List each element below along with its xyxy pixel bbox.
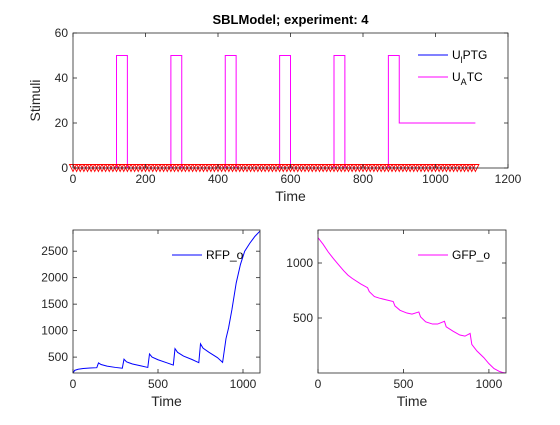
x-tick-label: 500 xyxy=(393,377,413,391)
y-tick-label: 500 xyxy=(48,350,68,364)
y-tick-label: 20 xyxy=(55,116,69,130)
y-tick-label: 1000 xyxy=(286,256,313,270)
plot-area xyxy=(73,230,260,373)
legend-label: UlPTG xyxy=(452,48,487,65)
x-tick-label: 0 xyxy=(70,377,77,391)
x-tick-label: 0 xyxy=(70,172,77,186)
axes-1: 0 200 400 600 800 1000 1200 0 20 40 60 SBLModel; ex… xyxy=(27,12,522,204)
series-line-rfp-o xyxy=(73,230,260,373)
x-tick-label: 1000 xyxy=(476,377,503,391)
plot-area xyxy=(318,237,506,373)
x-tick-label: 0 xyxy=(315,377,322,391)
x-tick-label: 1000 xyxy=(422,172,449,186)
legend: UlPTG UATC xyxy=(418,48,487,87)
y-tick-label: 500 xyxy=(293,311,313,325)
y-tick-label: 0 xyxy=(61,161,68,175)
legend-label: UATC xyxy=(452,70,483,87)
series-line-1-2 xyxy=(73,55,476,168)
chart-title: SBLModel; experiment: 4 xyxy=(212,12,369,27)
legend-label: GFP_o xyxy=(452,248,490,262)
x-tick-label: 500 xyxy=(148,377,168,391)
axes-box xyxy=(72,229,261,374)
y-tick-label: 2000 xyxy=(41,271,68,285)
y-tick-label: 2500 xyxy=(41,244,68,258)
x-tick-label: 800 xyxy=(353,172,373,186)
y-tick-label: 1500 xyxy=(41,297,68,311)
x-axis-label: Time xyxy=(397,393,428,409)
x-tick-label: 400 xyxy=(208,172,228,186)
axes-3: 0 500 1000 500 1000 Time GFP_o xyxy=(286,229,507,409)
axes-box xyxy=(317,229,507,374)
y-axis-label: Stimuli xyxy=(27,79,43,121)
x-tick-label: 1000 xyxy=(230,377,257,391)
series-line-gfp-o xyxy=(318,237,506,373)
y-tick-label: 40 xyxy=(55,71,69,85)
plot-area xyxy=(73,55,476,168)
x-tick-label: 600 xyxy=(280,172,300,186)
y-tick-label: 60 xyxy=(55,26,69,40)
x-tick-label: 200 xyxy=(135,172,155,186)
x-axis-label: Time xyxy=(275,188,306,204)
x-tick-label: 1200 xyxy=(495,172,522,186)
legend: GFP_o xyxy=(418,248,490,262)
x-axis-label: Time xyxy=(151,393,182,409)
y-tick-label: 1000 xyxy=(41,324,68,338)
legend-label: RFP_o xyxy=(206,248,244,262)
legend: RFP_o xyxy=(172,248,244,262)
